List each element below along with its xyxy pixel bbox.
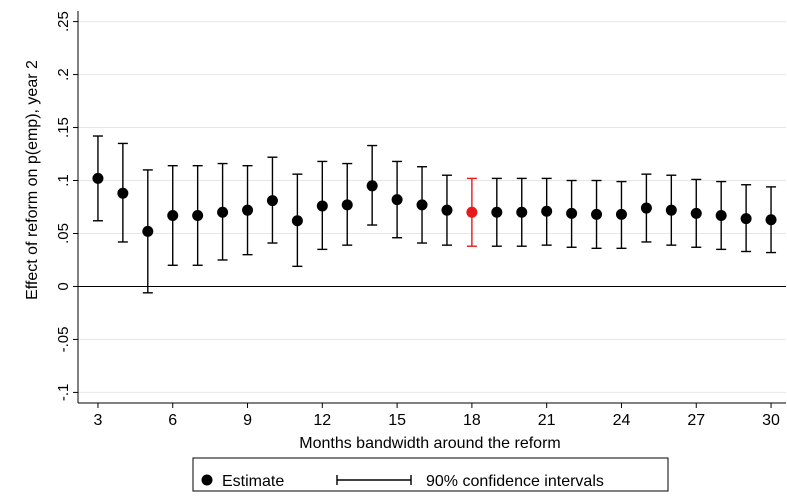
estimate-point [341,199,353,211]
estimate-point [715,209,727,221]
y-tick-label: .05 [55,223,72,244]
estimate-point [92,172,104,184]
estimate-point [491,206,503,218]
y-tick-label: 0 [55,282,72,290]
x-tick-label: 18 [463,412,481,429]
estimate-point [740,213,752,225]
x-axis-label: Months bandwidth around the reform [299,435,560,452]
x-tick-label: 3 [93,412,102,429]
x-tick-label: 27 [687,412,705,429]
estimate-point [291,215,303,227]
estimate-point [541,205,553,217]
y-tick-label: .2 [55,68,72,81]
estimate-point [765,214,777,226]
estimate-point [391,194,403,206]
estimate-point [640,202,652,214]
y-tick-label: .1 [55,174,72,187]
y-tick-label: -.05 [55,327,72,353]
legend-estimate-label: Estimate [222,473,284,490]
y-axis-label: Effect of reform on p(emp), year 2 [24,60,41,300]
estimate-point [466,206,478,218]
estimate-point [366,180,378,192]
axis-layer: -.1 -.05 0 .05 .1 .15 .2 .25 3 6 9 12 15 18 21 24 27 30 [55,11,786,429]
estimate-point [665,204,677,216]
y-tick-label: .15 [55,117,72,138]
legend-box [192,457,669,492]
estimate-point [167,209,179,221]
marks-layer [92,135,777,294]
x-tick-label: 21 [538,412,556,429]
legend: Estimate 90% confidence intervals [192,457,669,492]
x-tick-label: 24 [613,412,631,429]
estimate-point [316,200,328,212]
estimate-point [690,207,702,219]
estimate-point [591,208,603,220]
legend-ci-label: 90% confidence intervals [426,473,604,490]
estimate-point [142,225,154,237]
y-tick-label: .25 [55,11,72,32]
x-tick-label: 30 [762,412,780,429]
x-tick-label: 12 [313,412,331,429]
estimate-point [266,195,278,207]
legend-estimate-marker [201,474,213,486]
estimate-point [441,204,453,216]
estimate-point [217,206,229,218]
estimate-point [117,187,129,199]
x-tick-label: 9 [243,412,252,429]
x-tick-label: 15 [388,412,406,429]
estimate-point [566,207,578,219]
y-tick-label: -.1 [55,384,72,402]
estimate-point [516,206,528,218]
x-tick-label: 6 [168,412,177,429]
estimate-point [615,208,627,220]
grid-layer [78,21,786,393]
estimate-point [416,199,428,211]
estimate-point [192,209,204,221]
estimate-point [242,204,254,216]
